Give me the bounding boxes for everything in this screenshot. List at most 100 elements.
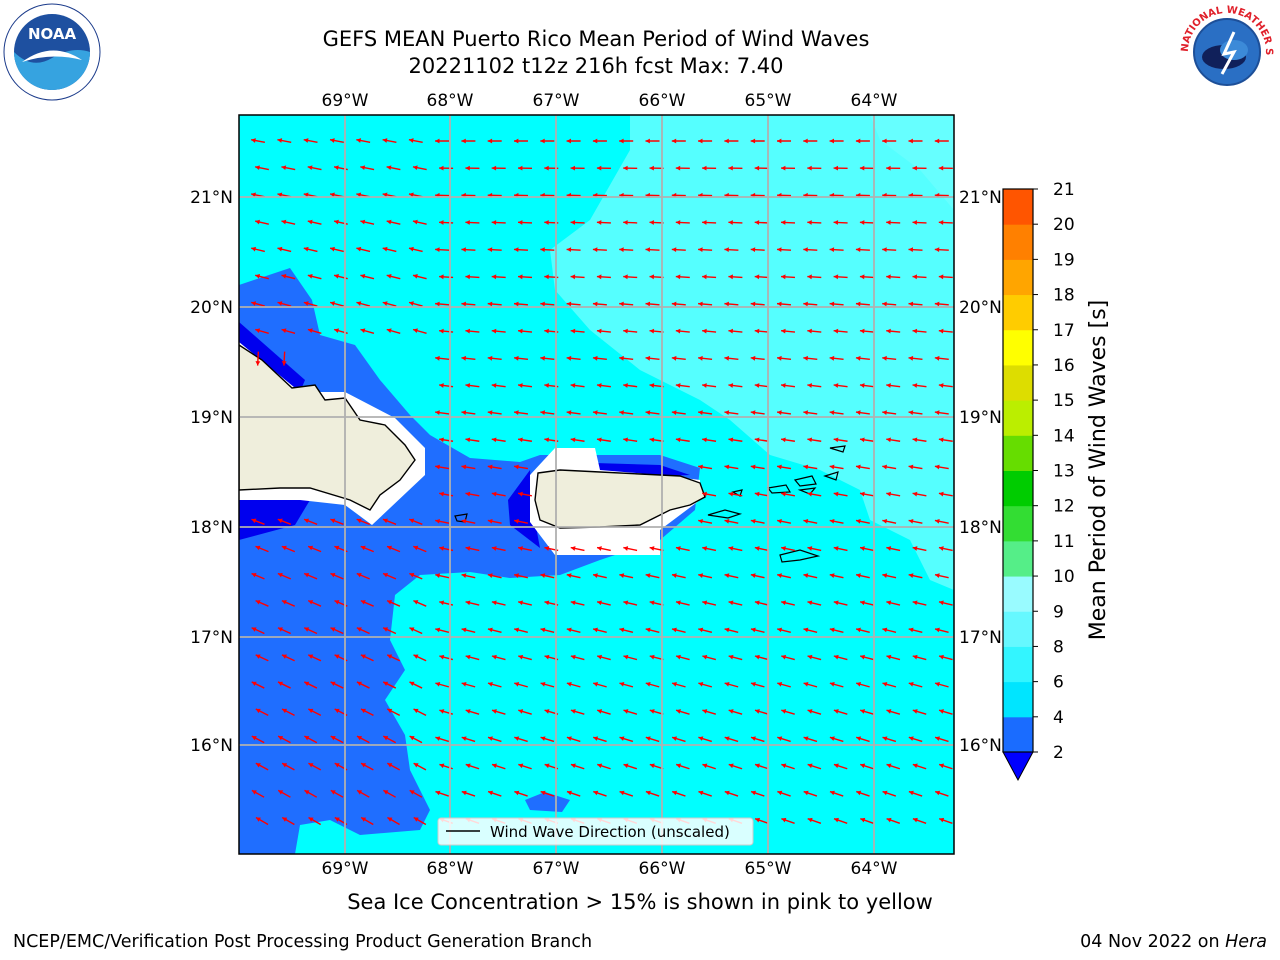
vector-arrowhead (728, 709, 734, 714)
vector-arrowhead (435, 681, 441, 687)
vector-arrowhead (938, 220, 944, 225)
vector-arrowhead (330, 681, 336, 687)
vector-arrowhead (803, 681, 809, 687)
vector-arrowhead (755, 817, 761, 823)
vector-arrowhead (619, 247, 624, 253)
vector-arrowhead (540, 138, 545, 144)
vector-arrowhead (777, 681, 783, 687)
vector-arrowhead (649, 709, 655, 714)
vector-arrowhead (860, 654, 865, 660)
colorbar-segment (1003, 224, 1033, 260)
colorbar-tick-label: 6 (1053, 673, 1064, 693)
vector-arrowhead (750, 301, 756, 307)
vector-arrowhead (912, 437, 918, 443)
vector-arrowhead (619, 627, 625, 633)
vector-arrowhead (886, 491, 892, 497)
vector-arrowhead (698, 681, 704, 687)
colorbar-segment (1003, 364, 1033, 401)
vector-arrowhead (544, 328, 549, 334)
vector-arrowhead (833, 491, 839, 497)
vector-arrowhead (934, 301, 940, 307)
vector-arrowhead (856, 573, 861, 578)
vector-arrowhead (413, 545, 419, 551)
vector-arrowhead (754, 220, 760, 225)
vector-arrowhead (728, 383, 734, 388)
vector-arrowhead (675, 383, 681, 388)
vector-arrowhead (623, 437, 628, 443)
vector-arrowhead (829, 573, 835, 578)
vector-arrowhead (676, 654, 681, 660)
colorbar-segment (1003, 646, 1033, 683)
vector-arrowhead (676, 763, 682, 769)
vector-arrowhead (282, 708, 288, 714)
vector-arrowhead (277, 246, 283, 252)
vector-arrowhead (754, 328, 760, 334)
vector-arrowhead (754, 600, 760, 606)
vector-arrowhead (912, 763, 918, 769)
vector-arrowhead (540, 301, 545, 307)
vector-arrowhead (724, 518, 730, 524)
vector-arrowhead (882, 464, 888, 470)
vector-arrowhead (308, 600, 314, 605)
vector-arrowhead (698, 627, 704, 633)
vector-arrowhead (491, 165, 497, 171)
colorbar-segment (1003, 470, 1033, 507)
vector-arrowhead (702, 437, 707, 443)
vector-arrowhead (255, 545, 261, 551)
vector-arrowhead (282, 817, 288, 822)
vector-arrowhead (334, 165, 339, 171)
vector-arrowhead (675, 274, 681, 280)
vector-arrowhead (781, 600, 787, 606)
vector-arrowhead (465, 546, 471, 551)
lon-label-top: 64°W (851, 91, 898, 111)
map-frame (238, 114, 955, 855)
vector-arrowhead (938, 546, 944, 551)
vector-arrowhead (570, 709, 576, 714)
vector-arrowhead (487, 301, 493, 307)
map-subtitle: 20221102 t12z 216h fcst Max: 7.40 (408, 54, 784, 78)
vector-arrowhead (803, 573, 809, 578)
vector-arrowhead (308, 763, 314, 768)
vector-arrowhead (807, 817, 813, 823)
vector-arrowhead (781, 328, 786, 334)
vector-arrowhead (724, 736, 730, 741)
vector-arrowhead (803, 355, 808, 361)
vector-arrowhead (592, 247, 598, 253)
vector-arrowhead (882, 573, 888, 578)
vector-arrowhead (856, 681, 862, 687)
colorbar-tick-label: 18 (1053, 286, 1075, 306)
colorbar-segment (1003, 716, 1033, 753)
vector-arrowhead (356, 736, 362, 741)
vector-arrowhead (859, 220, 865, 225)
vector-arrowhead (514, 518, 519, 524)
vector-arrowhead (833, 383, 839, 388)
vector-arrowhead (251, 736, 257, 741)
vector-arrowhead (833, 274, 839, 280)
vector-arrowhead (702, 491, 707, 497)
vector-arrowhead (435, 627, 441, 633)
ocean-period-6-8 (550, 115, 954, 590)
vector-arrowhead (619, 301, 624, 307)
vector-arrowhead (413, 763, 419, 768)
vector-arrowhead (251, 790, 257, 795)
vector-arrowhead (649, 274, 655, 280)
vector-arrowhead (649, 654, 655, 660)
map-field (239, 115, 954, 854)
vector-arrowhead (281, 274, 287, 279)
culebra-island (731, 489, 743, 497)
vector-arrowhead (409, 518, 415, 524)
vector-arrowhead (882, 138, 887, 144)
vector-arrowhead (334, 545, 340, 551)
vector-arrowhead (935, 627, 940, 633)
vector-arrowhead (623, 709, 629, 714)
vector-arrowhead (308, 708, 314, 714)
vector-arrowhead (882, 627, 888, 633)
vector-arrowhead (728, 600, 734, 606)
vector-arrowhead (540, 247, 545, 253)
vector-arrowhead (623, 546, 629, 551)
vector-arrowhead (939, 654, 944, 660)
vector-arrowhead (829, 247, 835, 253)
lon-label-top: 65°W (745, 91, 792, 111)
vector-arrowhead (465, 437, 471, 443)
vector-arrowhead (829, 736, 835, 741)
